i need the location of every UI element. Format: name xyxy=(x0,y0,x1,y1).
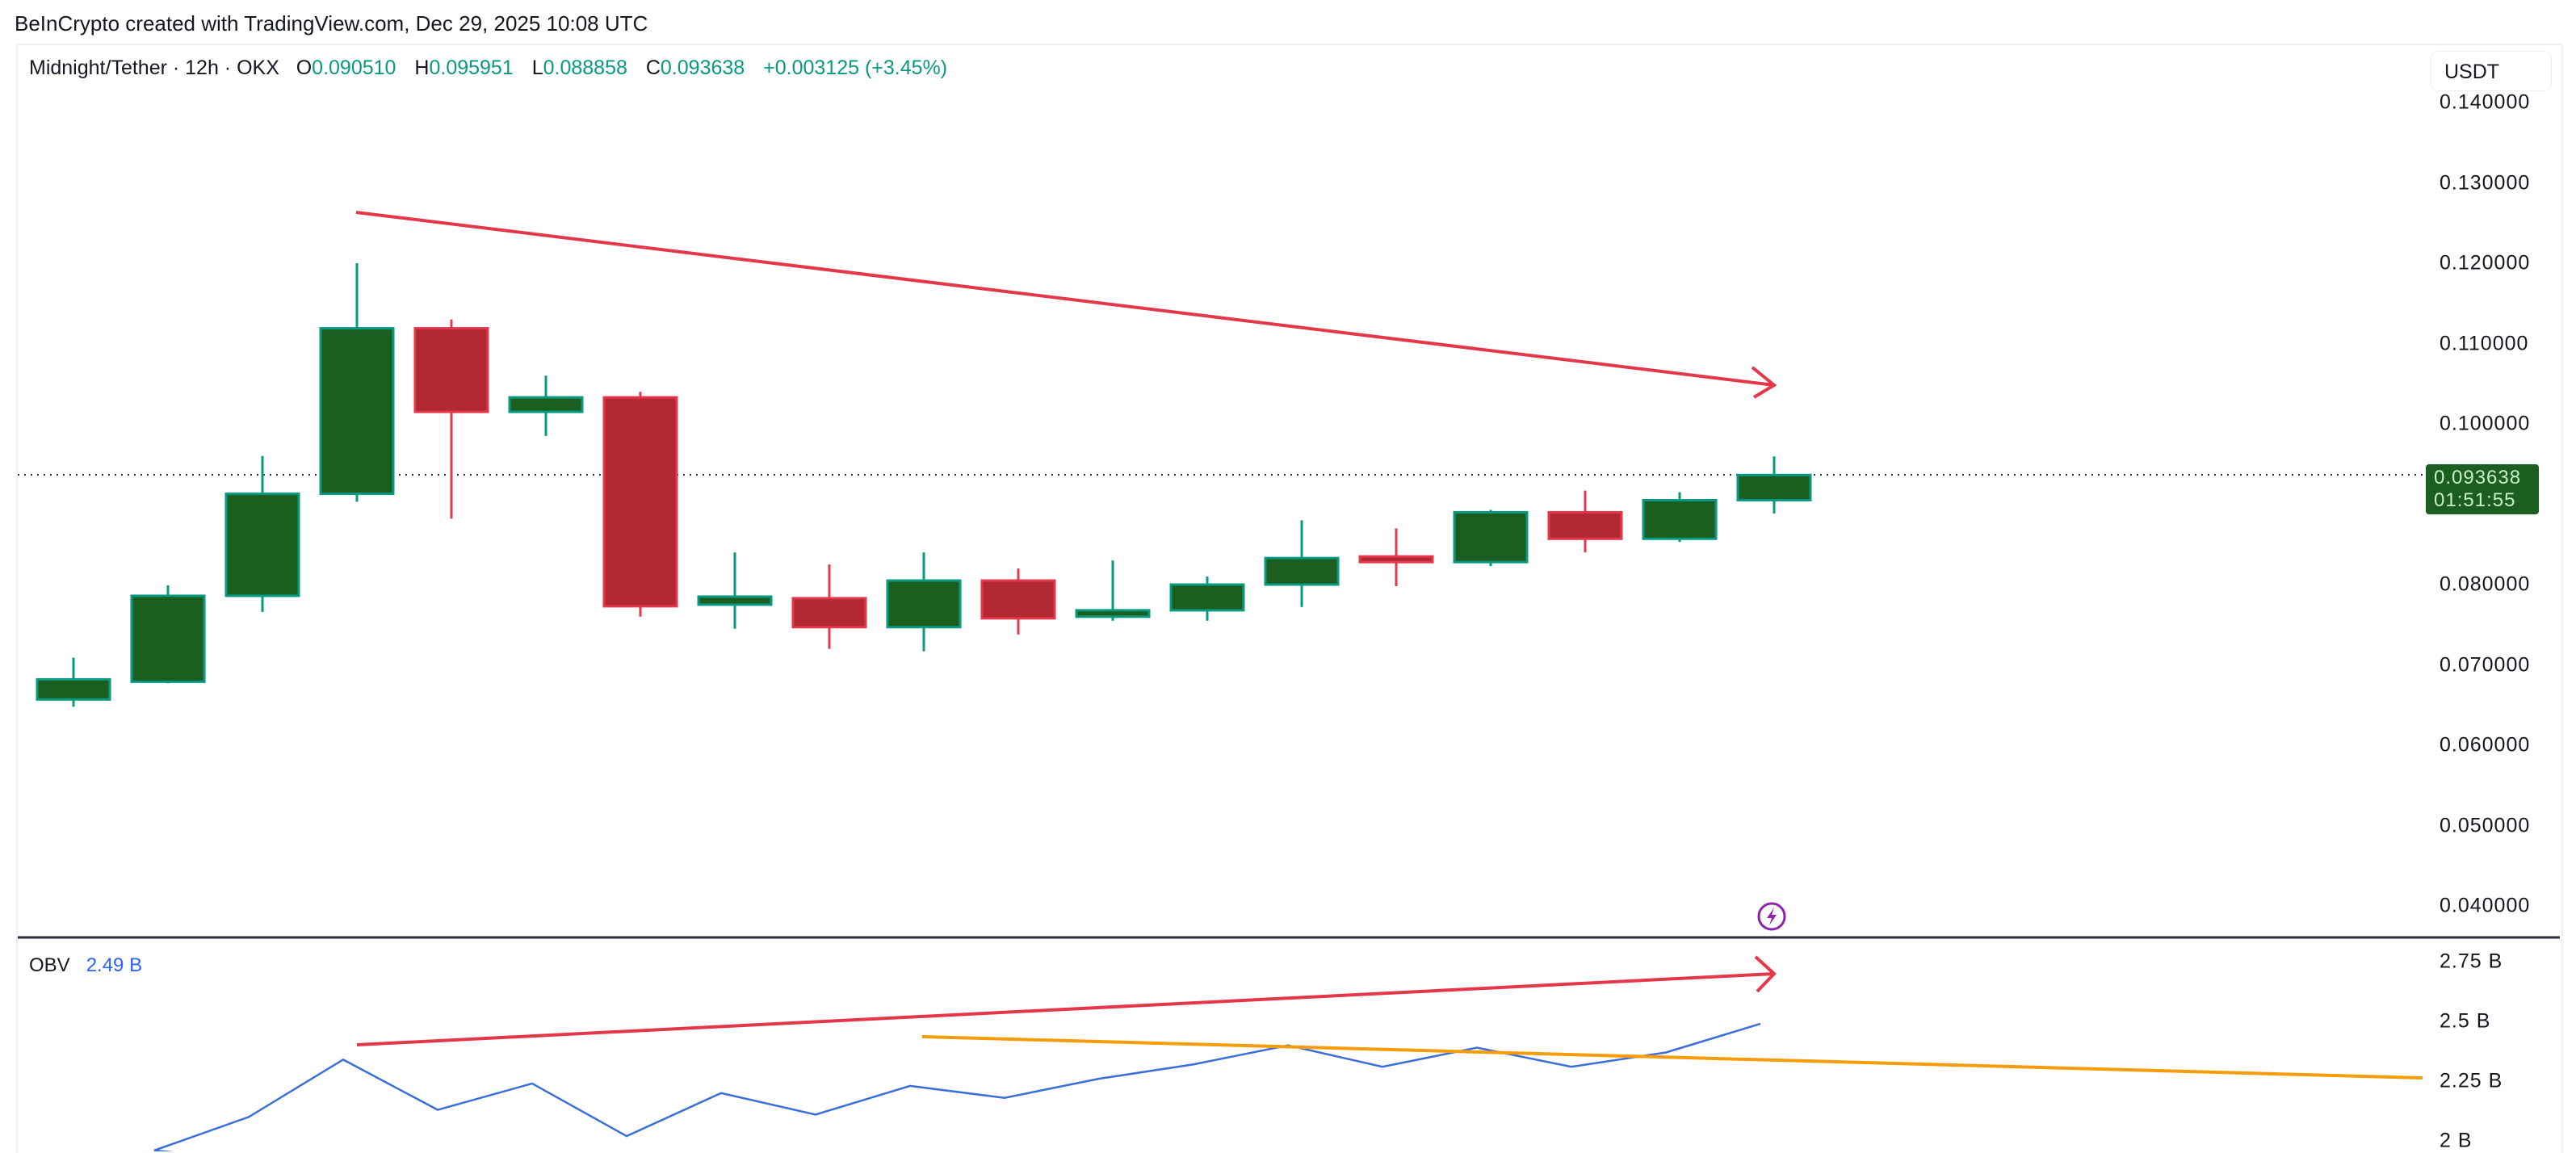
trendline-annotations[interactable] xyxy=(355,211,2423,1080)
attribution-text: BeInCrypto created with TradingView.com,… xyxy=(15,11,648,36)
obv-tick: 2.25 B xyxy=(2440,1069,2503,1092)
price-trendline-arrow xyxy=(355,211,1775,387)
obv-tick: 2.75 B xyxy=(2440,950,2503,973)
candle xyxy=(602,392,678,617)
candlestick-series xyxy=(36,263,1812,707)
candle xyxy=(1264,520,1340,607)
candle xyxy=(1075,560,1151,621)
candle xyxy=(1642,492,1718,543)
candle xyxy=(791,564,867,649)
obv-series xyxy=(153,1022,1761,1151)
price-tick: 0.110000 xyxy=(2440,332,2529,354)
candle xyxy=(1547,490,1623,553)
price-tick: 0.140000 xyxy=(2440,90,2531,114)
candle xyxy=(319,263,395,502)
candle xyxy=(697,552,773,629)
symbol-legend: Midnight/Tether · 12h · OKX O0.090510 H0… xyxy=(29,57,948,79)
candle xyxy=(1453,509,1529,567)
close-value: 0.093638 xyxy=(660,57,745,79)
currency-button[interactable]: USDT xyxy=(2431,51,2552,91)
price-tick: 0.060000 xyxy=(2440,733,2531,757)
price-tick: 0.100000 xyxy=(2440,412,2531,435)
candle xyxy=(130,585,206,684)
high-value: 0.095951 xyxy=(429,57,514,79)
candle xyxy=(36,657,111,707)
candle xyxy=(508,375,584,436)
obv-name: OBV xyxy=(29,954,70,976)
candle xyxy=(1736,456,1812,514)
obv-tick: 2 B xyxy=(2440,1129,2473,1152)
open-value: 0.090510 xyxy=(312,57,396,79)
candle xyxy=(413,319,489,519)
change-value: +0.003125 (+3.45%) xyxy=(763,57,948,79)
last-price-badge: 0.093638 01:51:55 xyxy=(2426,464,2539,514)
chart-panel[interactable] xyxy=(16,44,2563,1153)
candle xyxy=(224,455,300,612)
price-tick: 0.120000 xyxy=(2440,251,2531,275)
symbol-name: Midnight/Tether · 12h · OKX xyxy=(29,57,279,79)
obv-tick: 2.5 B xyxy=(2440,1009,2491,1033)
low-value: 0.088858 xyxy=(543,57,627,79)
obv-legend[interactable]: OBV 2.49 B xyxy=(29,954,142,977)
obv-orange-trendline xyxy=(921,1035,2423,1080)
last-price: 0.093638 xyxy=(2434,467,2522,488)
price-tick: 0.130000 xyxy=(2440,171,2531,194)
price-tick: 0.070000 xyxy=(2440,653,2531,676)
obv-value: 2.49 B xyxy=(86,954,143,976)
candle xyxy=(1358,528,1434,586)
price-tick: 0.080000 xyxy=(2440,572,2531,596)
lightning-bolt-icon[interactable] xyxy=(1756,901,1787,932)
bar-countdown: 01:51:55 xyxy=(2434,489,2516,511)
obv-trendline-arrow xyxy=(356,972,1775,1046)
candle xyxy=(1169,576,1245,621)
price-tick: 0.050000 xyxy=(2440,814,2531,836)
candle xyxy=(980,568,1056,635)
candle xyxy=(886,552,962,652)
price-tick: 0.040000 xyxy=(2440,894,2531,917)
